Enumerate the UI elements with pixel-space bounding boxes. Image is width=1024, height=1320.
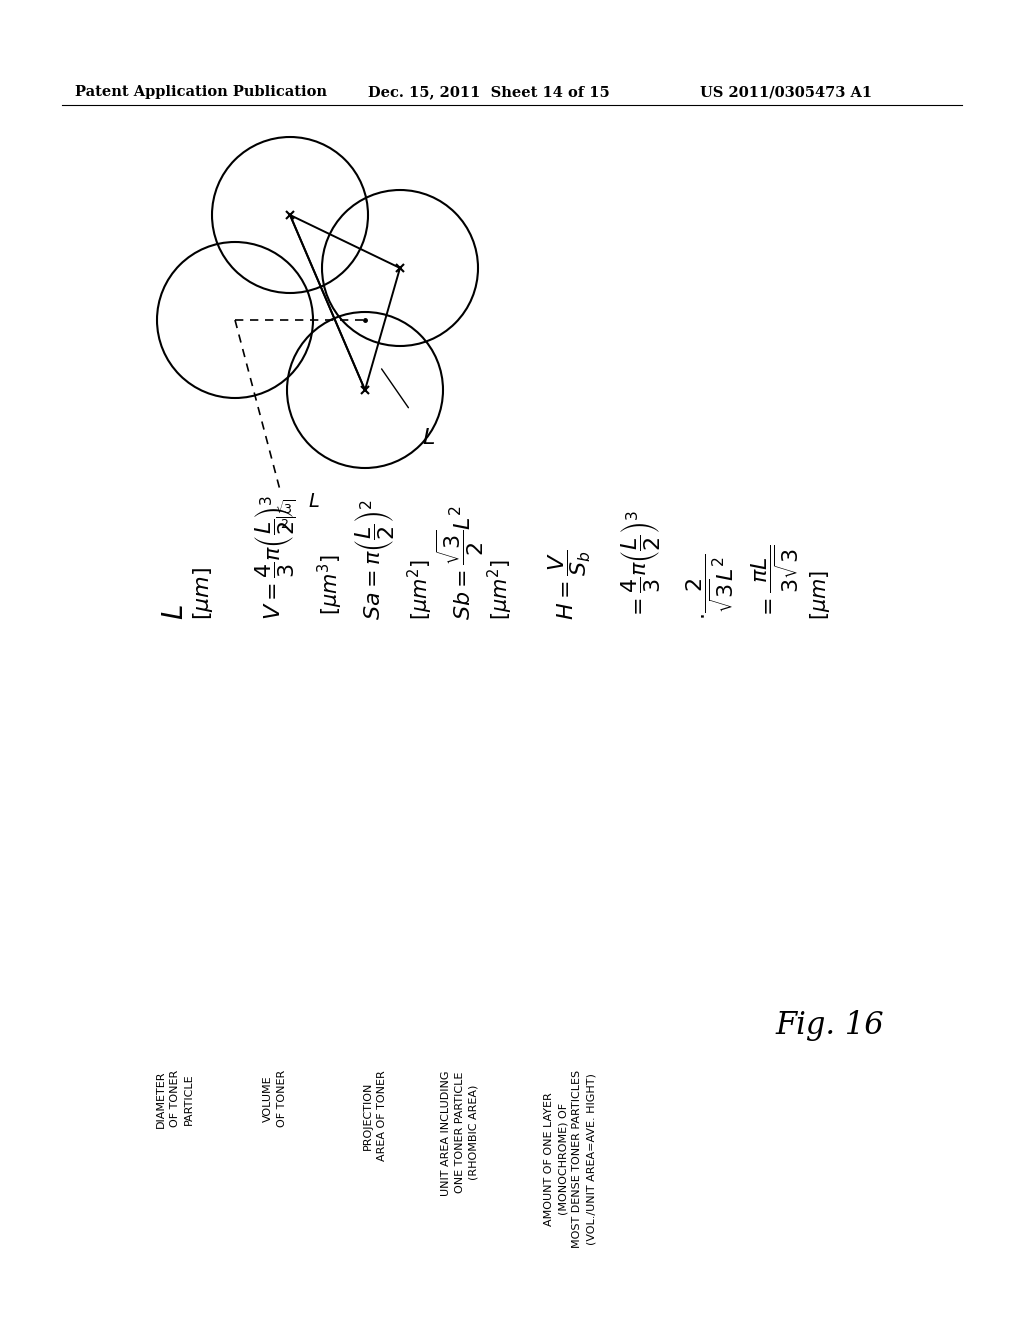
Text: $\frac{\sqrt{3}}{2}$: $\frac{\sqrt{3}}{2}$ <box>274 498 295 531</box>
Text: PROJECTION
AREA OF TONER: PROJECTION AREA OF TONER <box>362 1071 387 1160</box>
Text: $Sa = \pi\left(\dfrac{L}{2}\right)^2$: $Sa = \pi\left(\dfrac{L}{2}\right)^2$ <box>353 499 396 620</box>
Text: $[\mu m^3]$: $[\mu m^3]$ <box>315 554 345 615</box>
Text: $L$: $L$ <box>161 605 189 620</box>
Text: AMOUNT OF ONE LAYER
(MONOCHROME) OF
MOST DENSE TONER PARTICLES
(VOL./UNIT AREA=A: AMOUNT OF ONE LAYER (MONOCHROME) OF MOST… <box>544 1071 596 1249</box>
Text: US 2011/0305473 A1: US 2011/0305473 A1 <box>700 84 872 99</box>
Text: $V = \dfrac{4}{3}\pi\left(\dfrac{L}{2}\right)^3$: $V = \dfrac{4}{3}\pi\left(\dfrac{L}{2}\r… <box>254 495 297 620</box>
Text: $[\mu m]$: $[\mu m]$ <box>808 570 831 620</box>
Text: Patent Application Publication: Patent Application Publication <box>75 84 327 99</box>
Text: $H = \dfrac{V}{S_b}$: $H = \dfrac{V}{S_b}$ <box>547 549 593 620</box>
Text: $L$: $L$ <box>422 428 435 447</box>
Text: Dec. 15, 2011  Sheet 14 of 15: Dec. 15, 2011 Sheet 14 of 15 <box>368 84 609 99</box>
Text: $[\mu m^2]$: $[\mu m^2]$ <box>485 558 515 620</box>
Text: $= \dfrac{\pi L}{3\sqrt{3}}$: $= \dfrac{\pi L}{3\sqrt{3}}$ <box>750 544 801 620</box>
Text: $[\mu m^2]$: $[\mu m^2]$ <box>406 558 434 620</box>
Text: $= \dfrac{4}{3}\pi\left(\dfrac{L}{2}\right)^3$: $= \dfrac{4}{3}\pi\left(\dfrac{L}{2}\rig… <box>618 510 662 620</box>
Text: $L$: $L$ <box>308 492 319 511</box>
Text: Fig. 16: Fig. 16 <box>776 1010 885 1041</box>
Text: DIAMETER
OF TONER
PARTICLE: DIAMETER OF TONER PARTICLE <box>156 1071 194 1127</box>
Text: $[\mu m]$: $[\mu m]$ <box>191 566 215 620</box>
Text: $\cdot\dfrac{2}{\sqrt{3}L^2}$: $\cdot\dfrac{2}{\sqrt{3}L^2}$ <box>684 554 735 620</box>
Text: UNIT AREA INCLUDING
ONE TONER PARTICLE
(RHOMBIC AREA): UNIT AREA INCLUDING ONE TONER PARTICLE (… <box>441 1071 479 1196</box>
Text: VOLUME
OF TONER: VOLUME OF TONER <box>263 1071 287 1127</box>
Text: $Sb = \dfrac{\sqrt{3}}{2}L^2$: $Sb = \dfrac{\sqrt{3}}{2}L^2$ <box>434 506 485 620</box>
